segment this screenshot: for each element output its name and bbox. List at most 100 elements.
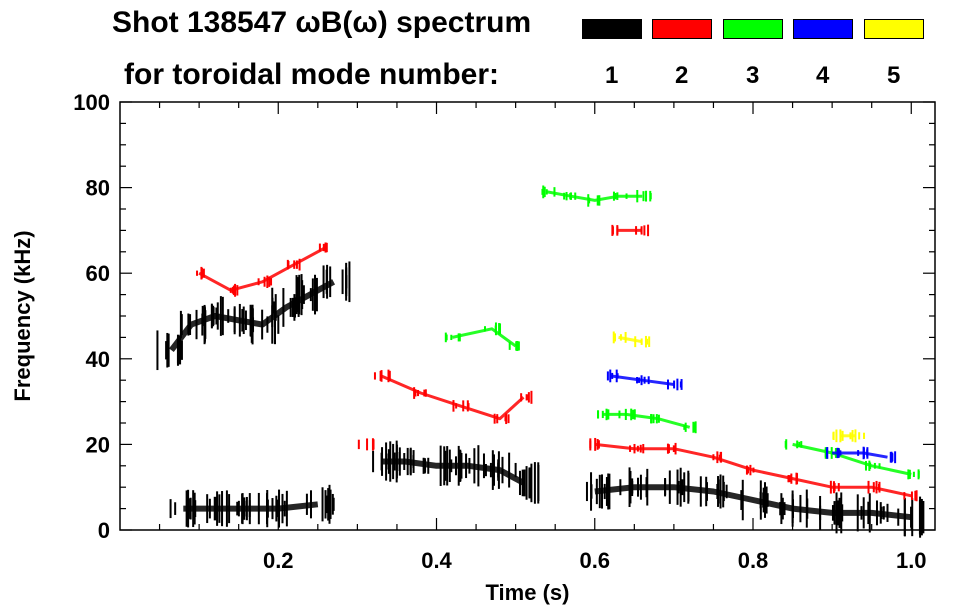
point-stroke (417, 389, 420, 397)
point-stroke (293, 294, 296, 321)
point-stroke (647, 376, 650, 385)
point-stroke (851, 429, 854, 442)
point-stroke (639, 474, 642, 500)
point-stroke (597, 440, 600, 449)
point-stroke (270, 278, 273, 286)
point-stroke (450, 459, 453, 473)
data-point (587, 194, 601, 207)
point-stroke (221, 491, 224, 527)
point-stroke (563, 192, 566, 200)
point-stroke (652, 414, 655, 424)
data-point (373, 369, 391, 383)
point-stroke (762, 487, 765, 513)
point-stroke (886, 503, 889, 522)
point-stroke (357, 439, 360, 450)
point-stroke (213, 496, 216, 521)
point-stroke (639, 444, 642, 453)
point-stroke (298, 258, 301, 271)
legend-label-n1: 1 (605, 62, 619, 89)
point-stroke (831, 505, 834, 521)
point-stroke (746, 466, 749, 474)
point-stroke (545, 189, 548, 195)
point-stroke (457, 333, 460, 342)
point-stroke (385, 453, 388, 470)
point-stroke (489, 462, 492, 478)
point-stroke (165, 341, 168, 360)
point-stroke (232, 285, 235, 296)
data-point (740, 479, 769, 521)
point-stroke (672, 445, 675, 453)
point-stroke (915, 491, 918, 501)
series-n3-band (792, 442, 912, 476)
data-point (612, 331, 627, 344)
point-stroke (493, 413, 496, 424)
point-stroke (717, 476, 720, 507)
point-stroke (201, 305, 204, 327)
point-stroke (601, 410, 604, 419)
y-tick-label: 80 (86, 176, 110, 201)
point-stroke (507, 414, 510, 424)
series-n3-band (602, 412, 691, 429)
point-stroke (624, 408, 627, 421)
point-stroke (439, 445, 442, 486)
point-stroke (611, 372, 614, 379)
data-point (305, 484, 335, 524)
point-stroke (298, 274, 301, 315)
point-stroke (366, 438, 369, 451)
point-stroke (271, 498, 274, 520)
point-stroke (327, 488, 330, 521)
point-stroke (875, 500, 878, 526)
point-stroke (624, 331, 627, 343)
point-stroke (533, 462, 536, 504)
point-stroke (537, 462, 540, 504)
point-stroke (616, 373, 619, 379)
point-stroke (677, 480, 680, 494)
data-point (508, 340, 520, 351)
point-stroke (749, 464, 752, 476)
point-stroke (462, 400, 465, 412)
point-stroke (863, 432, 866, 439)
data-point (484, 450, 517, 490)
data-point (452, 400, 470, 412)
point-stroke (882, 506, 885, 520)
point-stroke (650, 414, 653, 424)
point-stroke (644, 335, 647, 348)
data-point (849, 429, 866, 443)
point-stroke (597, 195, 600, 206)
point-stroke (467, 403, 470, 409)
point-stroke (679, 381, 682, 388)
point-stroke (679, 467, 682, 507)
data-point (636, 189, 652, 203)
point-stroke (219, 296, 222, 336)
point-stroke (636, 445, 639, 452)
point-stroke (646, 338, 649, 345)
point-stroke (278, 489, 281, 528)
point-stroke (920, 498, 923, 536)
data-point (629, 443, 645, 454)
point-stroke (261, 309, 264, 340)
point-stroke (640, 375, 643, 386)
point-stroke (473, 448, 476, 484)
point-stroke (594, 437, 597, 451)
point-stroke (633, 443, 636, 454)
point-stroke (917, 469, 920, 480)
data-point (634, 335, 651, 348)
point-stroke (872, 482, 875, 493)
point-stroke (483, 326, 486, 332)
data-point (229, 283, 239, 297)
point-stroke (465, 453, 468, 479)
point-stroke (459, 450, 462, 481)
data-point (612, 191, 628, 201)
point-stroke (645, 479, 648, 495)
point-stroke (914, 490, 917, 501)
point-stroke (910, 491, 913, 501)
data-point (357, 438, 375, 451)
point-stroke (525, 394, 528, 401)
data-point (784, 439, 803, 450)
point-stroke (625, 193, 628, 199)
point-stroke (273, 304, 276, 345)
point-stroke (798, 441, 801, 447)
point-stroke (289, 297, 292, 317)
point-stroke (673, 380, 676, 389)
